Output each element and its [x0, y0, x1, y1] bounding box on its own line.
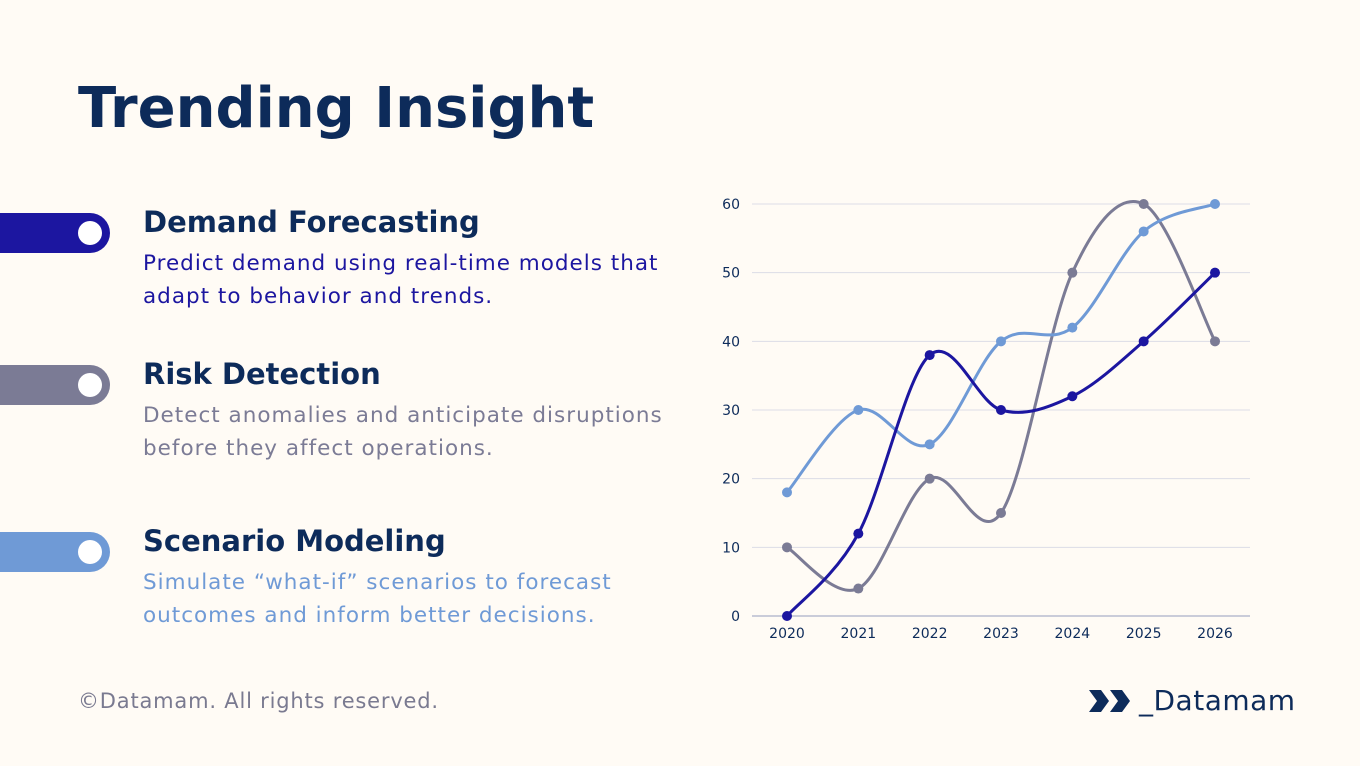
data-point [782, 542, 792, 553]
data-point [1067, 267, 1078, 278]
data-point [924, 473, 935, 484]
toggle-pill-icon [0, 365, 110, 405]
data-point [1138, 226, 1149, 237]
y-tick-label: 0 [731, 609, 740, 625]
x-tick-label: 2020 [769, 626, 805, 642]
series-line [785, 200, 1217, 592]
logo: _Datamam [1089, 684, 1296, 717]
data-point [853, 583, 864, 594]
y-tick-label: 40 [722, 334, 740, 350]
toggle-pill-icon [0, 213, 110, 253]
data-point [996, 508, 1006, 518]
x-tick-label: 2025 [1126, 626, 1162, 642]
y-tick-label: 20 [722, 472, 740, 488]
data-point [1138, 336, 1149, 347]
logo-text: _Datamam [1139, 684, 1296, 717]
data-point [782, 487, 792, 498]
y-tick-label: 30 [722, 403, 740, 419]
data-point [996, 336, 1006, 347]
y-tick-label: 60 [722, 197, 740, 213]
feature-heading: Risk Detection [143, 357, 381, 391]
feature-heading: Scenario Modeling [143, 524, 446, 558]
toggle-pill-icon [0, 532, 110, 572]
feature-description: Simulate “what-if” scenarios to forecast… [143, 570, 612, 628]
x-tick-label: 2023 [983, 626, 1019, 642]
feature-description: Predict demand using real-time models th… [143, 251, 659, 309]
x-tick-label: 2024 [1055, 626, 1091, 642]
data-point [1210, 267, 1220, 278]
x-tick-label: 2022 [912, 626, 948, 642]
feature-heading: Demand Forecasting [143, 205, 480, 239]
page-title: Trending Insight [78, 76, 595, 141]
data-point [1210, 199, 1220, 209]
data-point [924, 350, 935, 361]
y-tick-label: 50 [722, 266, 740, 282]
data-point [996, 405, 1006, 415]
series-line [785, 271, 1217, 618]
data-point [853, 528, 864, 539]
double-chevron-icon [1089, 689, 1130, 712]
data-point [853, 405, 864, 415]
data-point [1210, 336, 1220, 347]
y-tick-label: 10 [722, 540, 740, 556]
copyright: ©Datamam. All rights reserved. [78, 689, 439, 713]
data-point [782, 611, 792, 621]
data-point [1067, 391, 1078, 402]
data-point [1138, 199, 1149, 209]
feature-description: Detect anomalies and anticipate disrupti… [143, 403, 663, 461]
data-point [1067, 322, 1078, 333]
series-line [785, 202, 1217, 494]
x-tick-label: 2021 [841, 626, 877, 642]
data-point [924, 439, 935, 450]
x-tick-label: 2026 [1197, 626, 1233, 642]
